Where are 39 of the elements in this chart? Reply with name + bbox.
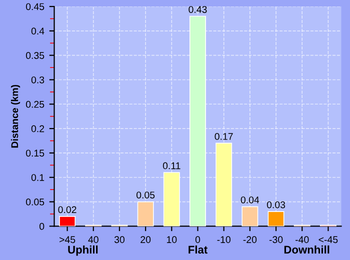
data-label: 0.04 (240, 196, 260, 204)
data-label: 0.11 (162, 162, 180, 170)
bar (59, 216, 76, 226)
x-tick-label: 20 (140, 236, 151, 244)
x-tick-label: -10 (217, 236, 230, 244)
y-tick-label: 0.25 (26, 100, 44, 108)
y-tick-label: 0.35 (26, 52, 44, 59)
x-tick-label: -40 (296, 236, 309, 244)
y-tick-label: 0 (40, 222, 44, 230)
data-label: 0.02 (58, 206, 76, 214)
y-tick-label: 0.2 (31, 125, 44, 132)
x-tick-label: 30 (114, 236, 125, 244)
x-tick-label: -20 (243, 236, 257, 244)
y-tick-label: 0.3 (31, 76, 44, 84)
text: Flat (188, 245, 208, 254)
y-tick-label: 0.45 (26, 3, 44, 10)
text: Uphill (68, 245, 98, 256)
bar (190, 16, 206, 226)
data-label: 0.43 (188, 6, 207, 13)
bar (137, 201, 154, 226)
y-axis-title: Distance (km) (10, 84, 20, 148)
x-tick-label: -30 (269, 236, 283, 244)
y-tick-label: 0.05 (26, 198, 44, 206)
bar (242, 206, 258, 226)
bar (268, 211, 284, 226)
x-tick-label: >45 (60, 236, 76, 244)
x-tick-label: 0 (195, 236, 200, 244)
y-tick-label: 0.1 (31, 174, 44, 181)
data-label: 0.05 (136, 192, 155, 198)
bar (216, 142, 232, 226)
text: Downhill (284, 245, 330, 254)
y-tick-label: 0.4 (31, 28, 44, 35)
x-tick-label: <-45 (318, 236, 338, 244)
y-tick-label: 0.15 (26, 150, 44, 157)
data-label: 0.17 (214, 133, 233, 140)
x-tick-label: 40 (88, 236, 98, 244)
bar (163, 172, 180, 226)
x-tick-label: 10 (166, 236, 177, 244)
data-label: 0.03 (266, 201, 286, 208)
